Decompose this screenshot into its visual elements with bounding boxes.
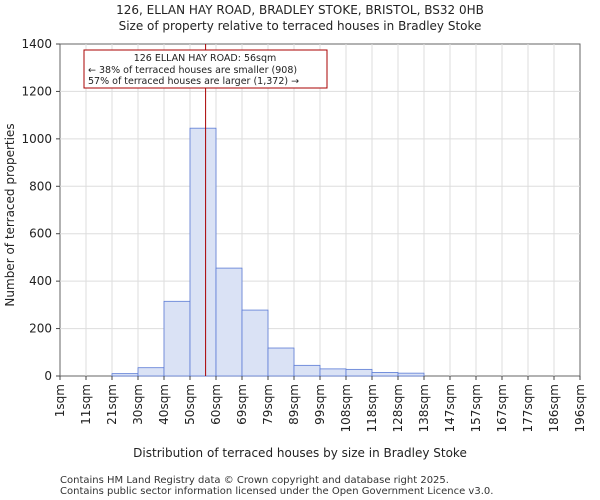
y-tick-label-7: 1400: [21, 37, 52, 51]
bar-118sqm: [371, 372, 399, 377]
x-tick-label-177sqm: 177sqm: [521, 384, 535, 432]
y-tick-label-6: 1200: [21, 84, 52, 98]
x-tick-label-1sqm: 1sqm: [53, 384, 67, 417]
x-tick-label-21sqm: 21sqm: [105, 384, 119, 425]
bars-layer: [111, 127, 425, 377]
bar-30sqm: [137, 367, 165, 377]
x-tick-label-79sqm: 79sqm: [261, 384, 275, 425]
chart-title-line2: Size of property relative to terraced ho…: [119, 19, 482, 33]
bar-89sqm: [293, 364, 321, 377]
annotation-frame: [83, 49, 328, 89]
bar-108sqm: [345, 368, 373, 377]
annotation-line-3: 57% of terraced houses are larger (1,372…: [88, 76, 299, 87]
y-tick-label-1: 200: [29, 322, 52, 336]
x-tick-label-186sqm: 186sqm: [547, 384, 561, 432]
x-tick-label-89sqm: 89sqm: [287, 384, 301, 425]
y-tick-label-2: 400: [29, 274, 52, 288]
x-tick-label-167sqm: 167sqm: [495, 384, 509, 432]
bar-50sqm: [189, 127, 217, 377]
x-tick-label-147sqm: 147sqm: [443, 384, 457, 432]
x-tick-label-50sqm: 50sqm: [183, 384, 197, 425]
x-tick-label-157sqm: 157sqm: [469, 384, 483, 432]
x-tick-label-128sqm: 128sqm: [391, 384, 405, 432]
x-tick-label-60sqm: 60sqm: [209, 384, 223, 425]
x-tick-label-108sqm: 108sqm: [339, 384, 353, 432]
y-tick-label-3: 600: [29, 227, 52, 241]
y-tick-label-4: 800: [29, 179, 52, 193]
y-axis: 0 200 400 600 800 1000 1200 1400: [21, 37, 60, 383]
x-tick-label-69sqm: 69sqm: [235, 384, 249, 425]
x-tick-label-196sqm: 196sqm: [573, 384, 587, 432]
bar-21sqm: [111, 373, 139, 377]
annotation-box: 126 ELLAN HAY ROAD: 56sqm ← 38% of terra…: [83, 49, 328, 89]
footer-line-2: Contains public sector information licen…: [60, 486, 493, 497]
annotation-line-1: 126 ELLAN HAY ROAD: 56sqm: [134, 53, 277, 64]
footer-line-1: Contains HM Land Registry data © Crown c…: [60, 475, 449, 486]
x-axis: 1sqm 11sqm 21sqm 30sqm 40sqm 50sqm 60sqm 69sqm 7…: [53, 376, 587, 432]
y-tick-label-5: 1000: [21, 132, 52, 146]
bar-40sqm: [163, 300, 191, 377]
bar-99sqm: [319, 368, 347, 377]
annotation-line-2: ← 38% of terraced houses are smaller (90…: [88, 65, 297, 76]
bar-79sqm: [267, 347, 295, 377]
y-tick-label-0: 0: [44, 369, 52, 383]
x-tick-label-30sqm: 30sqm: [131, 384, 145, 425]
x-tick-label-118sqm: 118sqm: [365, 384, 379, 432]
bar-128sqm: [397, 372, 425, 377]
bar-69sqm: [241, 309, 269, 377]
x-tick-label-11sqm: 11sqm: [79, 384, 93, 425]
x-axis-label: Distribution of terraced houses by size …: [133, 446, 467, 460]
x-tick-label-138sqm: 138sqm: [417, 384, 431, 432]
y-axis-label: Number of terraced properties: [3, 123, 17, 306]
chart-title-line1: 126, ELLAN HAY ROAD, BRADLEY STOKE, BRIS…: [116, 3, 484, 17]
x-tick-label-99sqm: 99sqm: [313, 384, 327, 425]
bar-60sqm: [215, 267, 243, 377]
grid-layer: [60, 44, 580, 376]
x-tick-label-40sqm: 40sqm: [157, 384, 171, 425]
